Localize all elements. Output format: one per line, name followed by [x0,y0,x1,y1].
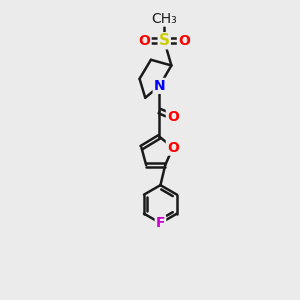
Text: S: S [159,33,170,48]
Text: N: N [154,79,165,93]
Text: O: O [167,141,179,154]
Text: F: F [156,216,165,230]
Text: O: O [178,34,190,48]
Text: CH₃: CH₃ [152,12,177,26]
Text: O: O [139,34,151,48]
Text: O: O [167,110,179,124]
